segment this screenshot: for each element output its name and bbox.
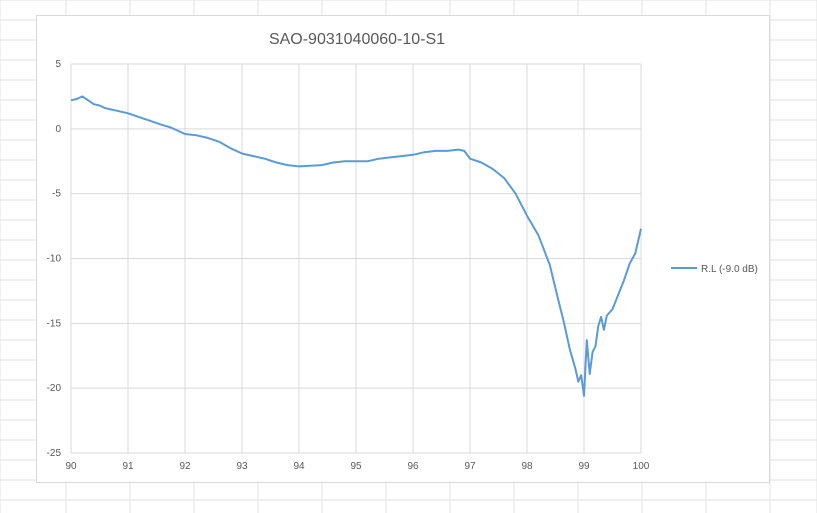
y-tick-label: 5	[55, 59, 61, 70]
y-tick-label: -25	[47, 448, 62, 459]
y-axis-ticks: 5 0 -5 -10 -15 -20 -25	[47, 59, 62, 459]
line-chart: 90 91 92 93 94 95 96 97 98 99 100 5 0 -5 -10 -15 -20 -25…	[47, 31, 758, 472]
x-tick-label: 97	[464, 461, 476, 472]
y-tick-label: -5	[52, 189, 61, 200]
chart-area[interactable]: 90 91 92 93 94 95 96 97 98 99 100 5 0 -5 -10 -15 -20 -25…	[36, 15, 770, 483]
y-tick-label: -10	[47, 254, 62, 265]
legend: R.L (-9.0 dB)	[671, 264, 758, 275]
series-line-0	[70, 95, 642, 397]
x-tick-label: 91	[122, 461, 134, 472]
x-tick-label: 96	[407, 461, 419, 472]
x-tick-label: 100	[633, 461, 650, 472]
y-tick-label: 0	[55, 124, 61, 135]
x-tick-label: 92	[179, 461, 191, 472]
x-tick-label: 95	[350, 461, 362, 472]
x-tick-label: 98	[521, 461, 533, 472]
x-tick-label: 94	[293, 461, 305, 472]
legend-label: R.L (-9.0 dB)	[701, 264, 758, 275]
series-lines	[70, 95, 642, 397]
x-tick-label: 90	[65, 461, 77, 472]
y-tick-label: -20	[47, 383, 62, 394]
y-tick-label: -15	[47, 318, 62, 329]
x-tick-label: 93	[236, 461, 248, 472]
chart-title: SAO-9031040060-10-S1	[269, 31, 445, 48]
x-axis-ticks: 90 91 92 93 94 95 96 97 98 99 100	[65, 461, 649, 472]
x-tick-label: 99	[578, 461, 590, 472]
